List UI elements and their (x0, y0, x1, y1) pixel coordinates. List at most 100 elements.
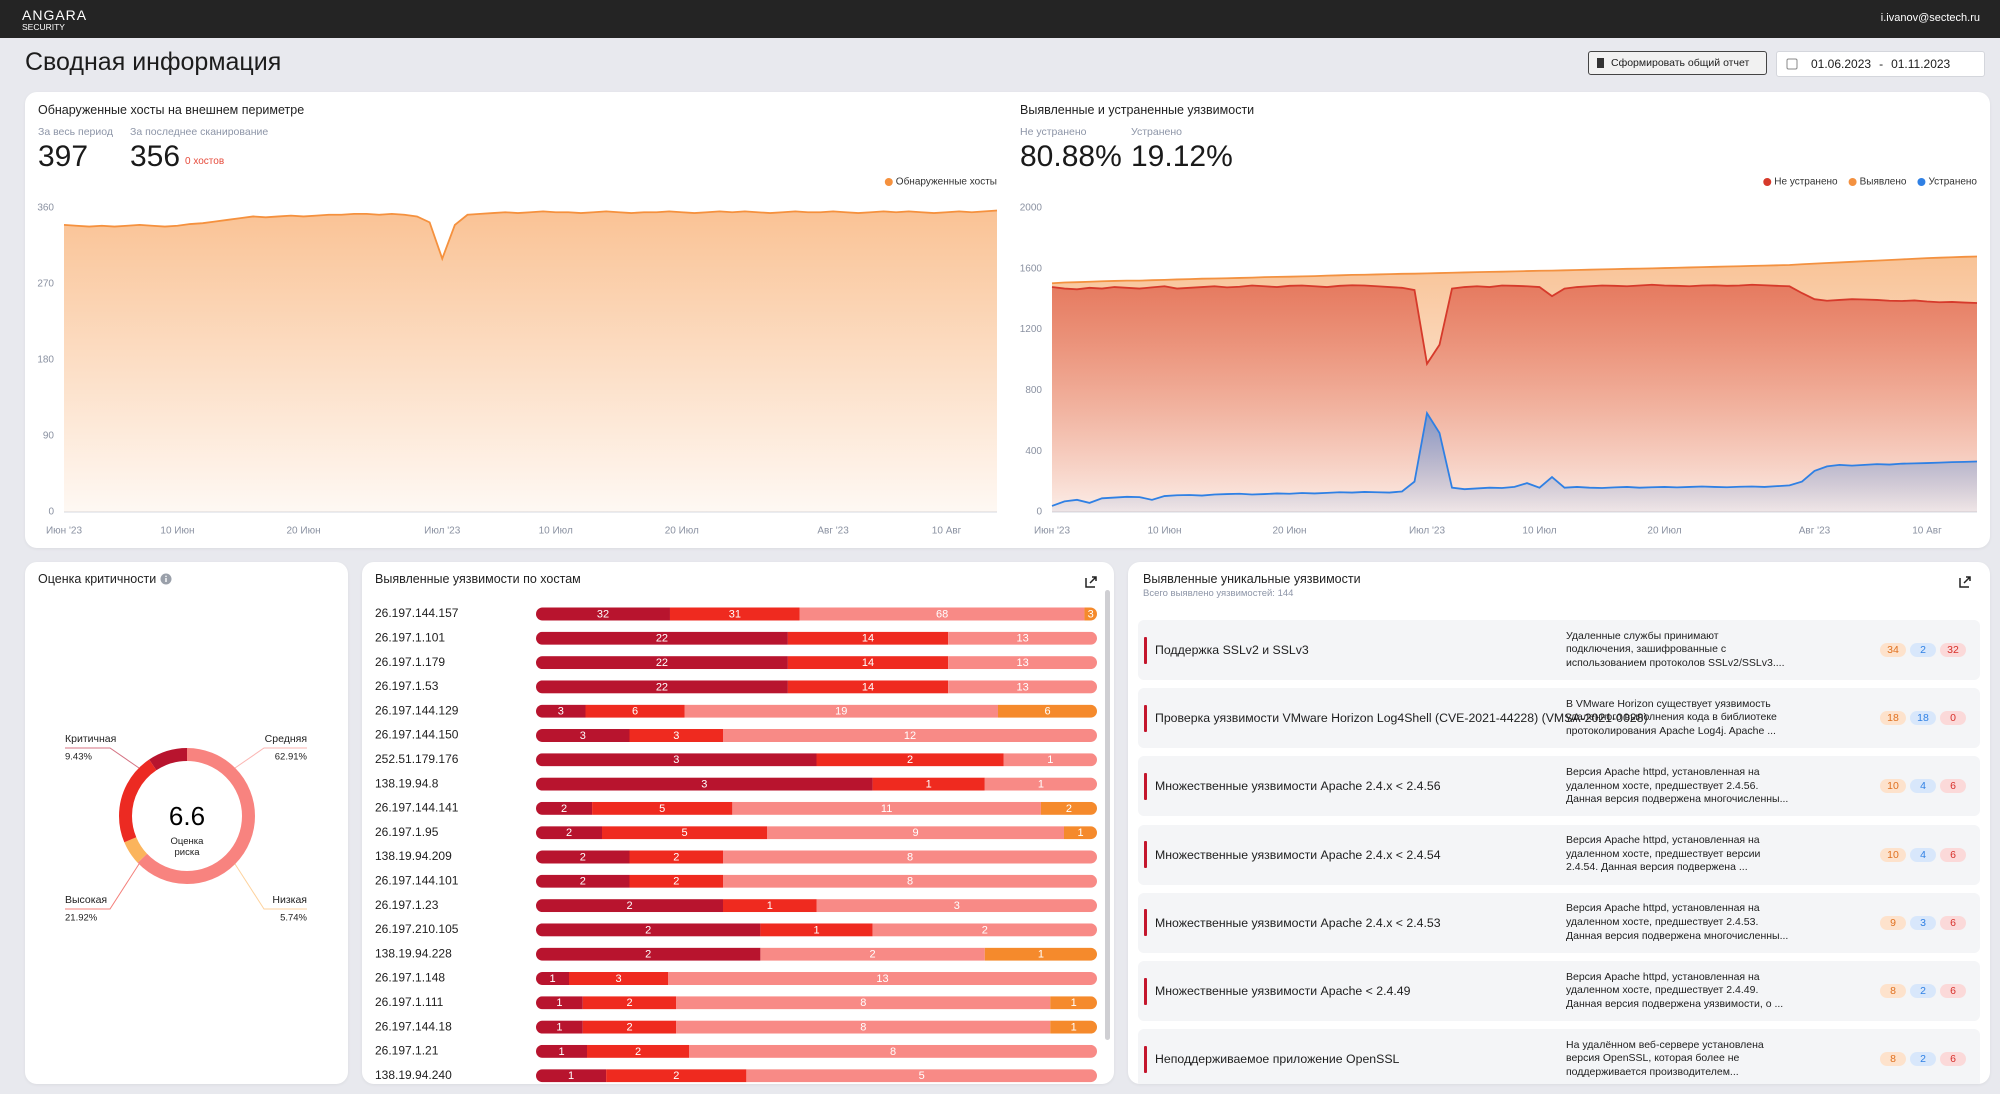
bar-segment (569, 972, 668, 985)
count-badge: 6 (1940, 1052, 1966, 1067)
segment-label: 2 (580, 851, 586, 863)
bar-segment (689, 1044, 1097, 1058)
host-label: 252.51.179.176 (375, 752, 459, 766)
description-line: 2.4.54. Данная версия подвержена ... (1566, 861, 1748, 874)
count-badge: 4 (1910, 847, 1936, 862)
vuln-item[interactable]: Поддержка SSLv2 и SSLv3 Удаленные службы … (1138, 620, 1980, 680)
vuln-item[interactable]: Множественные уязвимости Apache 2.4.x < … (1138, 824, 1980, 885)
segment-label: 1 (1047, 754, 1053, 766)
vuln-title: Неподдерживаемое приложение OpenSSL (1155, 1052, 1400, 1067)
host-label: 26.197.1.95 (375, 825, 439, 839)
bar-row (536, 680, 1097, 694)
date-range[interactable]: 01.06.2023 - 01.11.2023 (1776, 51, 1985, 77)
bar-segment (536, 631, 788, 645)
risk-card (25, 562, 348, 1084)
kpi-note: 0 хостов (185, 156, 225, 167)
bar-segment (816, 753, 1004, 767)
legend-marker (1917, 178, 1926, 186)
report-button[interactable]: Сформировать общий отчет (1588, 51, 1767, 75)
segment-label: 3 (673, 730, 679, 742)
host-label: 26.197.1.23 (375, 898, 439, 912)
host-label: 26.197.1.21 (375, 1044, 439, 1058)
legend-label: Обнаруженные хосты (896, 176, 997, 188)
bar-segment (587, 1044, 689, 1058)
date-from: 01.06.2023 (1811, 57, 1872, 71)
vuln-title: Множественные уязвимости Apache 2.4.x < … (1155, 847, 1441, 862)
bar-row (536, 1069, 1097, 1083)
bar-row (536, 777, 1097, 791)
bar-row (536, 826, 1097, 840)
x-tick-label: 10 Авг (1912, 526, 1942, 537)
segment-label: 5 (919, 1070, 925, 1082)
donut-segment (119, 748, 255, 884)
logo[interactable]: ANGARA (22, 7, 88, 23)
scrollbar[interactable] (1105, 590, 1110, 1040)
legend-label: Выявлено (1860, 177, 1907, 188)
count-badge: 18 (1910, 711, 1936, 726)
bar-segment (536, 680, 788, 694)
kpi-label: Устранено (1131, 126, 1182, 138)
severity-marker (1144, 772, 1147, 800)
host-label: 138.19.94.209 (375, 849, 452, 863)
vuln-title: Проверка уязвимости VMware Horizon Log4S… (1155, 711, 1648, 726)
segment-label: 22 (656, 633, 668, 645)
bar-segment (536, 850, 630, 864)
segment-label: 1 (568, 1070, 574, 1082)
vuln-title: Поддержка SSLv2 и SSLv3 (1155, 643, 1309, 657)
bar-row (536, 972, 1097, 985)
segment-label: 1 (1038, 949, 1044, 961)
bar-segment (536, 729, 630, 742)
host-label: 26.197.144.141 (375, 801, 459, 815)
vuln-item[interactable]: Множественные уязвимости Apache 2.4.x < … (1138, 756, 1980, 817)
bar-segment (787, 631, 949, 645)
description-line: поддерживается производителем... (1566, 1065, 1739, 1078)
segment-label: 2 (870, 949, 876, 961)
panel-title: Выявленные уникальные уязвимости (1143, 572, 1361, 586)
user-email[interactable]: i.ivanov@sectech.ru (1880, 12, 1980, 24)
kpi-value: 397 (38, 140, 89, 173)
bar-segment (536, 874, 630, 888)
bar-segment (676, 996, 1051, 1010)
segment-label: 8 (907, 876, 913, 888)
x-tick-label: 10 Июл (1522, 526, 1556, 537)
kpi-value: 356 (130, 140, 181, 173)
bar-row (536, 607, 1097, 621)
bar-row (536, 923, 1097, 937)
bar-segment (872, 923, 1097, 937)
unique-vuln-list: Поддержка SSLv2 и SSLv3 Удаленные службы … (1138, 620, 1980, 1084)
vuln-item[interactable]: Проверка уязвимости VMware Horizon Log4S… (1138, 688, 1980, 749)
open-icon[interactable] (1958, 575, 1972, 589)
info-icon[interactable] (160, 573, 172, 585)
y-tick-label: 400 (1025, 446, 1042, 457)
vuln-title: Множественные уязвимости Apache < 2.4.49 (1155, 984, 1411, 998)
vuln-item[interactable]: Множественные уязвимости Apache < 2.4.49… (1138, 961, 1980, 1021)
count-badge: 10 (1880, 779, 1906, 794)
x-tick-label: Авг '23 (817, 526, 849, 537)
host-label: 26.197.1.179 (375, 655, 445, 669)
kpi-label: За последнее сканирование (130, 126, 269, 138)
bar-segment (872, 777, 985, 791)
vuln-title: Множественные уязвимости Apache 2.4.x < … (1155, 915, 1441, 930)
open-icon[interactable] (1084, 575, 1098, 589)
segment-label: 1 (926, 779, 932, 791)
vuln-item[interactable]: Неподдерживаемое приложение OpenSSL На уд… (1138, 1029, 1980, 1084)
segment-label: 1 (556, 997, 562, 1009)
segment-label: 3 (558, 706, 564, 718)
x-tick-label: 20 Июл (1647, 526, 1681, 537)
segment-label: 3 (954, 900, 960, 912)
x-tick-label: Июл '23 (1409, 526, 1446, 537)
description-line: В VMware Horizon существует уязвимость (1566, 697, 1771, 710)
x-tick-label: Авг '23 (1799, 526, 1831, 537)
panel-title: Выявленные и устраненные уязвимости (1020, 103, 1255, 117)
count-badge: 6 (1940, 779, 1966, 794)
vuln-item[interactable]: Множественные уязвимости Apache 2.4.x < … (1138, 892, 1980, 953)
segment-label: 2 (673, 876, 679, 888)
segment-label: 3 (673, 754, 679, 766)
connector (65, 747, 140, 769)
description-line: Данная версия подвержена многочисленны..… (1566, 929, 1789, 942)
legend-label: Устранено (1928, 177, 1977, 188)
count-badge: 6 (1940, 984, 1966, 998)
risk-center-label: Оценка риска (170, 836, 204, 858)
line (1051, 255, 1978, 285)
count-badge: 6 (1940, 915, 1966, 930)
